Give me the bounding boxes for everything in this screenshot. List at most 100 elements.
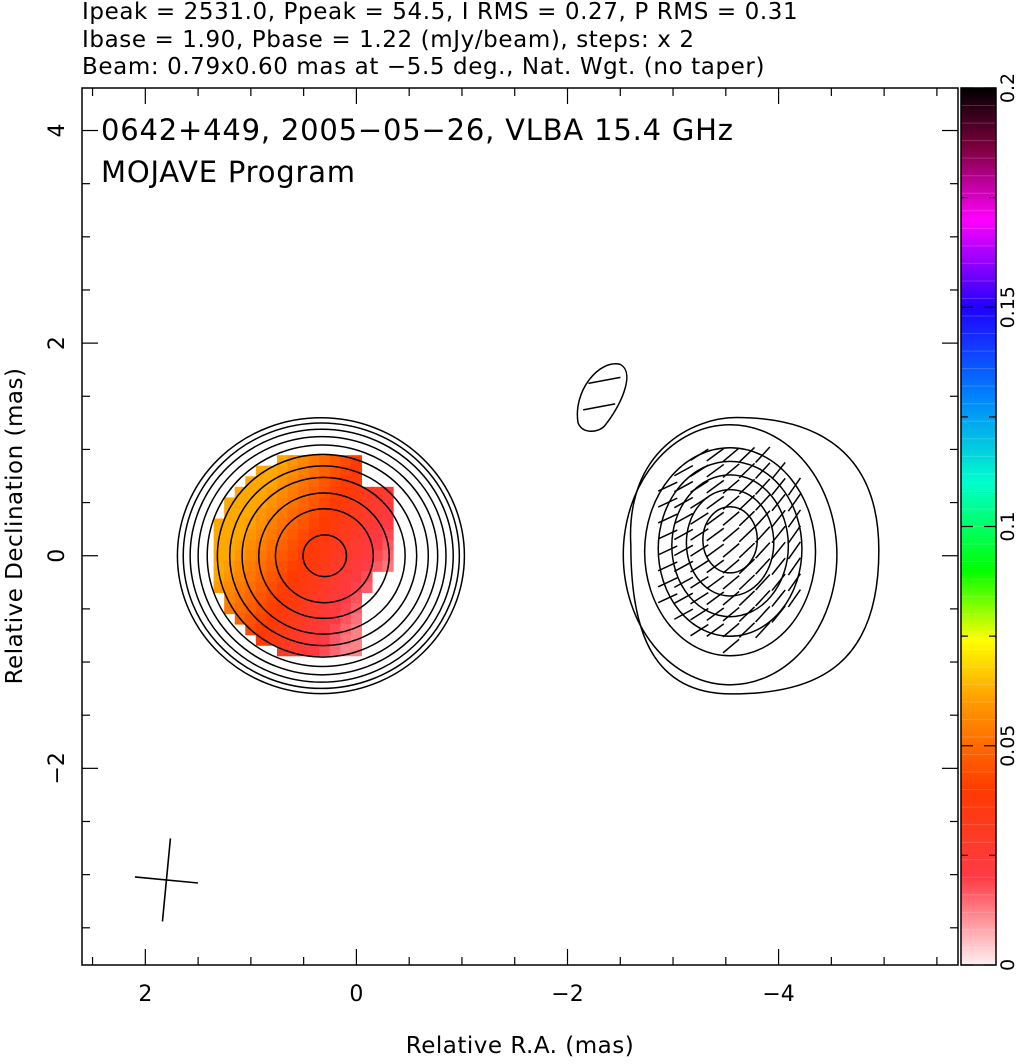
evpa-vector — [738, 446, 756, 463]
fpol-pixel — [371, 486, 384, 498]
fpol-pixel — [340, 486, 352, 498]
fpol-pixel — [329, 624, 341, 636]
fpol-pixel — [245, 560, 257, 572]
x-tick-label: 0 — [349, 982, 363, 1007]
evpa-vector — [738, 558, 756, 575]
evpa-vector — [673, 512, 694, 525]
axis-tick-labels: 2 0 −2 −4 −2 0 2 4 — [45, 124, 795, 1007]
fpol-pixel — [276, 602, 289, 615]
fpol-pixel — [287, 529, 299, 541]
fpol-pixel — [340, 560, 352, 572]
evpa-vector — [787, 573, 802, 592]
fpol-pixel — [329, 560, 341, 572]
evpa-vector — [657, 545, 678, 556]
fpol-pixel — [371, 497, 384, 509]
fpol-pixel — [350, 486, 362, 498]
source-label: 0642+449, 2005−05−26, VLBA 15.4 GHz — [101, 113, 734, 147]
fpol-pixel — [234, 560, 246, 572]
fpol-pixel — [329, 497, 341, 509]
evpa-vector — [755, 510, 771, 527]
fpol-pixel — [340, 613, 352, 625]
fpol-pixel — [298, 465, 310, 477]
fpol-pixel — [319, 581, 331, 593]
fpol-pixel — [255, 571, 267, 583]
fpol-pixel — [329, 539, 341, 551]
fpol-pixel — [234, 581, 246, 593]
fpol-pixel — [276, 550, 289, 562]
program-label: MOJAVE Program — [101, 155, 356, 189]
fpol-pixel — [361, 497, 373, 509]
fpol-pixel — [298, 624, 310, 636]
core-contour — [302, 534, 348, 578]
evpa-vector — [771, 589, 786, 607]
axis-ticks — [82, 88, 958, 965]
header-line-1: Ipeak = 2531.0, Ppeak = 54.5, I RMS = 0.… — [82, 0, 798, 25]
evpa-vector — [588, 376, 621, 385]
fpol-pixel — [266, 634, 278, 646]
fpol-pixel — [224, 507, 236, 520]
y-tick-label: −2 — [45, 752, 70, 784]
fpol-pixel — [361, 539, 373, 551]
fpol-pixel — [319, 602, 331, 615]
fpol-pixel — [266, 602, 278, 615]
evpa-vector — [722, 590, 740, 606]
fpol-pixel — [329, 476, 341, 488]
fpol-pixel — [287, 476, 299, 488]
colorbar-tick-label: 0.05 — [997, 725, 1019, 767]
fpol-pixel — [319, 634, 331, 646]
fpol-pixel — [298, 571, 310, 583]
fpol-pixel — [329, 507, 341, 520]
fpol-pixel — [266, 539, 278, 551]
fpol-pixel — [255, 529, 267, 541]
fpol-pixel — [298, 581, 310, 593]
fpol-pixel — [308, 624, 320, 636]
fpol-pixel — [308, 455, 320, 467]
fpol-pixel — [329, 529, 341, 541]
evpa-vector — [771, 525, 786, 544]
fpol-pixel — [224, 592, 236, 604]
fpol-pixel — [350, 518, 362, 530]
fpol-pixel — [287, 592, 299, 604]
fpol-pixel — [245, 497, 257, 509]
fpol-pixel — [234, 529, 246, 541]
fpol-pixel — [371, 507, 384, 520]
evpa-vector — [771, 509, 786, 528]
fpol-pixel — [350, 507, 362, 520]
fpol-pixel — [287, 550, 299, 562]
evpa-vector — [657, 593, 678, 604]
fpol-pixel — [266, 507, 278, 520]
evpa-vector — [690, 591, 709, 605]
fpol-pixel — [266, 486, 278, 498]
fpol-pixel — [234, 518, 246, 530]
fpol-pixel — [371, 518, 384, 530]
colorbar-ticks — [961, 87, 996, 966]
fpol-pixel — [308, 560, 320, 572]
evpa-vector — [690, 623, 709, 637]
evpa-vector — [722, 543, 740, 558]
fpol-pixel — [276, 624, 289, 636]
fpol-pixel — [287, 539, 299, 551]
fpol-pixel — [234, 602, 246, 615]
fpol-pixel — [255, 613, 267, 625]
evpa-vector — [673, 464, 694, 477]
evpa-vector — [738, 590, 756, 607]
fpol-pixel — [298, 497, 310, 509]
x-tick-label: 2 — [138, 982, 152, 1007]
evpa-vector — [771, 493, 786, 512]
fpol-pixel — [340, 539, 352, 551]
evpa-vector — [706, 495, 725, 510]
colorbar-tick-label: 0.1 — [997, 511, 1019, 541]
fpol-pixel — [308, 645, 320, 657]
evpa-vector — [755, 526, 771, 543]
core-contour — [189, 428, 454, 683]
beam-minor-axis — [134, 876, 199, 884]
evpa-vector — [706, 527, 725, 542]
fpol-pixel — [255, 497, 267, 509]
fpol-pixel — [308, 518, 320, 530]
evpa-vector — [722, 447, 740, 463]
evpa-vector — [787, 493, 802, 512]
fpol-pixel — [340, 645, 352, 657]
fpol-pixel — [371, 539, 384, 551]
fpol-pixel — [350, 539, 362, 551]
component-contour — [671, 474, 790, 618]
